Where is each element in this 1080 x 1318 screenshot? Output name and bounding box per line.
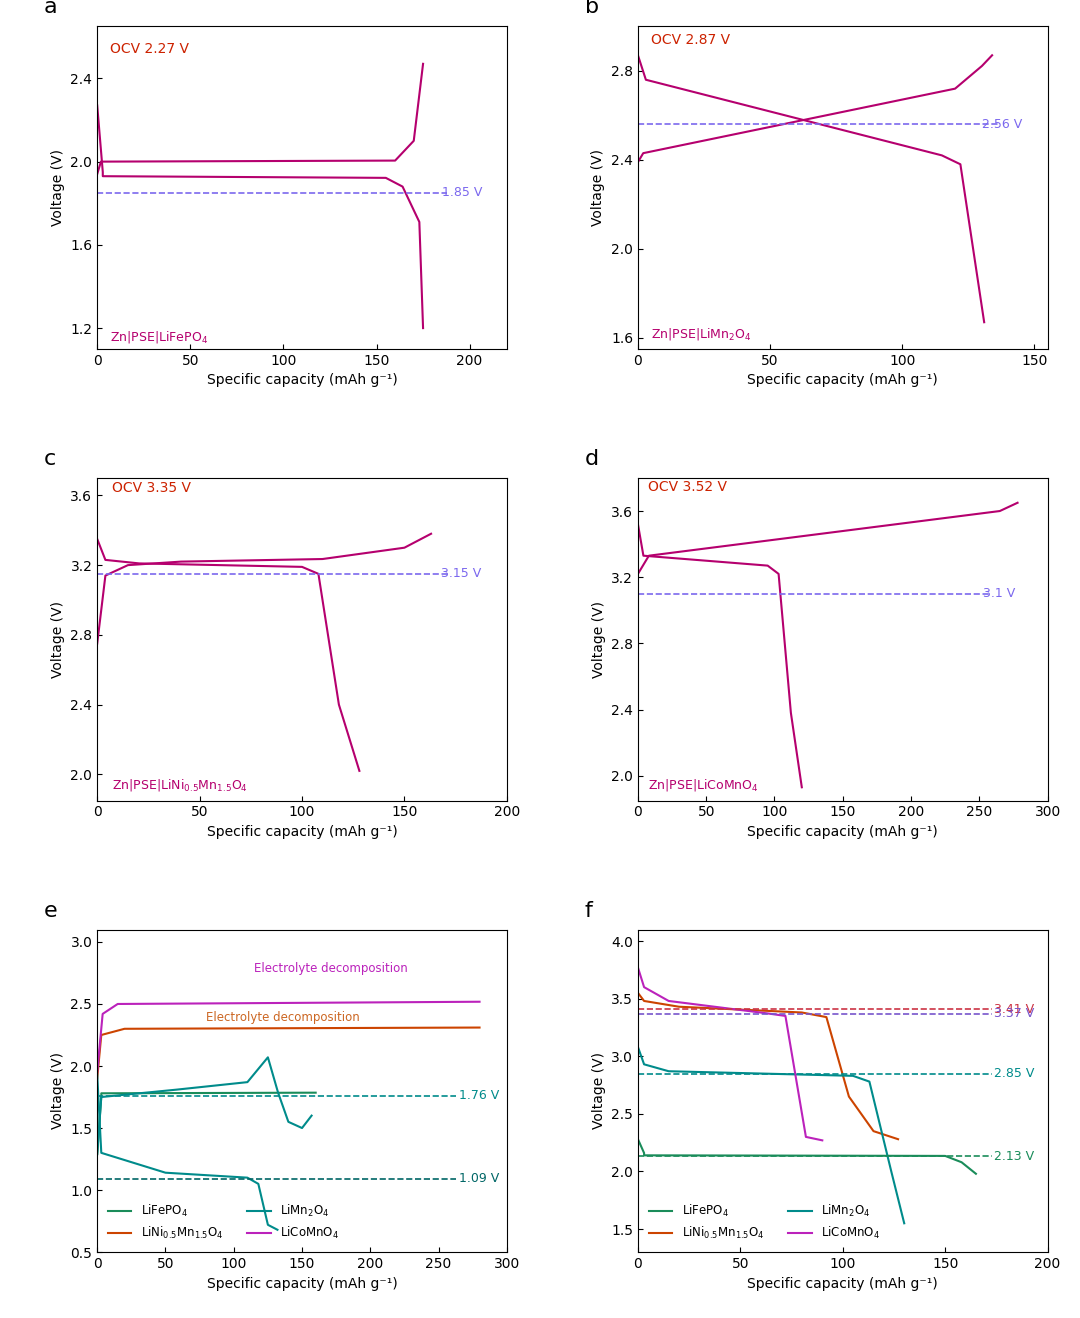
Text: OCV 3.35 V: OCV 3.35 V xyxy=(111,481,190,494)
Text: d: d xyxy=(584,449,598,469)
Text: Zn|PSE|LiMn$_2$O$_4$: Zn|PSE|LiMn$_2$O$_4$ xyxy=(651,327,752,343)
Text: Zn|PSE|LiFePO$_4$: Zn|PSE|LiFePO$_4$ xyxy=(110,330,208,345)
X-axis label: Specific capacity (mAh g⁻¹): Specific capacity (mAh g⁻¹) xyxy=(747,825,939,840)
X-axis label: Specific capacity (mAh g⁻¹): Specific capacity (mAh g⁻¹) xyxy=(747,373,939,387)
Text: c: c xyxy=(44,449,56,469)
Text: f: f xyxy=(584,900,593,921)
Text: b: b xyxy=(584,0,598,17)
Y-axis label: Voltage (V): Voltage (V) xyxy=(592,149,606,227)
Text: 1.85 V: 1.85 V xyxy=(442,186,482,199)
X-axis label: Specific capacity (mAh g⁻¹): Specific capacity (mAh g⁻¹) xyxy=(747,1277,939,1290)
Y-axis label: Voltage (V): Voltage (V) xyxy=(51,1052,65,1130)
Text: OCV 2.27 V: OCV 2.27 V xyxy=(110,42,189,57)
Text: 2.85 V: 2.85 V xyxy=(995,1068,1035,1079)
Text: 3.41 V: 3.41 V xyxy=(995,1003,1035,1016)
Legend: LiFePO$_4$, LiNi$_{0.5}$Mn$_{1.5}$O$_4$, LiMn$_2$O$_4$, LiCoMnO$_4$: LiFePO$_4$, LiNi$_{0.5}$Mn$_{1.5}$O$_4$,… xyxy=(644,1198,885,1247)
Text: 1.09 V: 1.09 V xyxy=(459,1173,499,1185)
Text: 3.37 V: 3.37 V xyxy=(995,1007,1035,1020)
X-axis label: Specific capacity (mAh g⁻¹): Specific capacity (mAh g⁻¹) xyxy=(206,373,397,387)
Y-axis label: Voltage (V): Voltage (V) xyxy=(592,1052,606,1130)
Y-axis label: Voltage (V): Voltage (V) xyxy=(51,601,65,677)
X-axis label: Specific capacity (mAh g⁻¹): Specific capacity (mAh g⁻¹) xyxy=(206,1277,397,1290)
Text: Electrolyte decomposition: Electrolyte decomposition xyxy=(206,1011,361,1024)
Text: 3.1 V: 3.1 V xyxy=(984,588,1015,600)
Text: OCV 2.87 V: OCV 2.87 V xyxy=(651,33,730,47)
Text: 2.56 V: 2.56 V xyxy=(982,117,1022,130)
Text: 1.76 V: 1.76 V xyxy=(459,1089,499,1102)
Text: OCV 3.52 V: OCV 3.52 V xyxy=(648,480,727,494)
Text: a: a xyxy=(44,0,57,17)
Text: 3.15 V: 3.15 V xyxy=(442,567,482,580)
Legend: LiFePO$_4$, LiNi$_{0.5}$Mn$_{1.5}$O$_4$, LiMn$_2$O$_4$, LiCoMnO$_4$: LiFePO$_4$, LiNi$_{0.5}$Mn$_{1.5}$O$_4$,… xyxy=(103,1198,343,1247)
Y-axis label: Voltage (V): Voltage (V) xyxy=(592,601,606,677)
Text: Zn|PSE|LiNi$_{0.5}$Mn$_{1.5}$O$_4$: Zn|PSE|LiNi$_{0.5}$Mn$_{1.5}$O$_4$ xyxy=(111,776,247,793)
Y-axis label: Voltage (V): Voltage (V) xyxy=(51,149,65,227)
Text: 2.13 V: 2.13 V xyxy=(995,1151,1035,1162)
Text: Zn|PSE|LiCoMnO$_4$: Zn|PSE|LiCoMnO$_4$ xyxy=(648,778,758,793)
Text: e: e xyxy=(44,900,57,921)
Text: Electrolyte decomposition: Electrolyte decomposition xyxy=(254,962,408,975)
X-axis label: Specific capacity (mAh g⁻¹): Specific capacity (mAh g⁻¹) xyxy=(206,825,397,840)
